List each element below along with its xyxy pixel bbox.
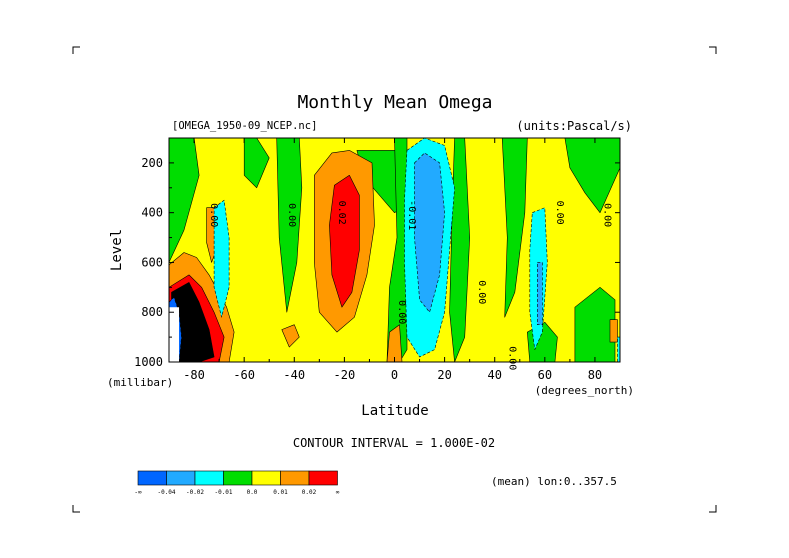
contour-label-7: 0.00 bbox=[554, 201, 565, 225]
contour-region-14 bbox=[281, 324, 300, 348]
contour-region-25 bbox=[536, 262, 543, 326]
colorbar-label-3: -0.01 bbox=[214, 489, 232, 496]
colorbar-label-0: -∞ bbox=[134, 489, 142, 496]
y-units-label: (millibar) bbox=[107, 376, 173, 389]
colorbar-swatch-6 bbox=[308, 470, 338, 486]
contour-region-23 bbox=[617, 336, 620, 362]
contour-region-18 bbox=[329, 175, 360, 308]
colorbar-swatch-1 bbox=[166, 470, 196, 486]
chart-title: Monthly Mean Omega bbox=[297, 92, 492, 113]
x-tick-label-4: 0 bbox=[391, 368, 398, 382]
y-tick-label-4: 1000 bbox=[134, 355, 163, 369]
mean-longitude-text: (mean) lon:0..357.5 bbox=[491, 475, 617, 488]
colorbar: -∞ -0.04 -0.02 -0.01 0.0 0.01 0.02 ∞ bbox=[134, 470, 340, 496]
contour-labels: 0.00 0.00 0.02 -0.01 0.00 0.00 0.00 0.00 0.00 bbox=[208, 200, 612, 370]
x-tick-label-7: 60 bbox=[538, 368, 552, 382]
colorbar-swatch-3 bbox=[223, 470, 253, 486]
x-axis-title: Latitude bbox=[361, 403, 428, 419]
contour-label-2: 0.02 bbox=[336, 201, 347, 225]
contour-label-1: 0.00 bbox=[286, 203, 297, 227]
colorbar-swatch-5 bbox=[280, 470, 310, 486]
contour-region-3 bbox=[276, 138, 303, 313]
contour-label-3: -0.01 bbox=[406, 200, 417, 230]
colorbar-swatch-4 bbox=[251, 470, 281, 486]
y-tick-label-3: 800 bbox=[141, 305, 163, 319]
colorbar-label-1: -0.04 bbox=[157, 489, 175, 496]
contour-region-1 bbox=[169, 138, 200, 263]
contour-region-16 bbox=[609, 319, 618, 343]
y-axis: 200 400 600 800 1000 bbox=[134, 137, 620, 369]
contour-label-4: 0.00 bbox=[396, 300, 407, 324]
x-tick-label-3: -20 bbox=[334, 368, 356, 382]
y-axis-title: Level bbox=[109, 229, 125, 271]
y-tick-label-2: 600 bbox=[141, 255, 163, 269]
x-tick-label-2: -40 bbox=[283, 368, 305, 382]
contour-region-20 bbox=[213, 199, 230, 318]
contour-region-19 bbox=[171, 282, 215, 362]
colorbar-label-7: ∞ bbox=[336, 489, 340, 496]
colorbar-label-4: 0.0 bbox=[247, 489, 258, 496]
x-axis: -80 -60 -40 -20 0 20 40 60 80 bbox=[168, 138, 621, 382]
contour-label-5: 0.00 bbox=[476, 280, 487, 304]
contour-field bbox=[169, 138, 620, 362]
missing-data-block-0 bbox=[169, 307, 180, 362]
colorbar-swatch-0 bbox=[137, 470, 167, 486]
x-tick-label-5: 20 bbox=[437, 368, 451, 382]
contour-interval-text: CONTOUR INTERVAL = 1.000E-02 bbox=[293, 436, 495, 450]
y-tick-label-0: 200 bbox=[141, 156, 163, 170]
contour-region-9 bbox=[564, 138, 620, 213]
y-tick-label-1: 400 bbox=[141, 206, 163, 220]
x-units-label: (degrees_north) bbox=[535, 384, 634, 397]
contour-region-7 bbox=[501, 138, 528, 318]
contour-region-24 bbox=[414, 152, 445, 313]
contour-label-6: 0.00 bbox=[506, 346, 517, 370]
contour-region-6 bbox=[449, 138, 471, 362]
colorbar-label-6: 0.02 bbox=[302, 489, 317, 496]
x-tick-label-1: -60 bbox=[233, 368, 255, 382]
colorbar-label-5: 0.01 bbox=[273, 489, 288, 496]
x-tick-label-6: 40 bbox=[487, 368, 501, 382]
colorbar-label-2: -0.02 bbox=[186, 489, 204, 496]
colorbar-swatch-2 bbox=[194, 470, 224, 486]
x-tick-label-8: 80 bbox=[588, 368, 602, 382]
contour-label-8: 0.00 bbox=[602, 203, 613, 227]
units-label: (units:Pascal/s) bbox=[516, 119, 632, 133]
contour-label-0: 0.00 bbox=[208, 203, 219, 227]
crop-marks bbox=[72, 46, 717, 513]
dataset-label: [OMEGA_1950-09_NCEP.nc] bbox=[172, 120, 317, 132]
contour-region-2 bbox=[243, 138, 270, 189]
x-tick-label-0: -80 bbox=[183, 368, 205, 382]
contour-region-15 bbox=[386, 324, 403, 362]
